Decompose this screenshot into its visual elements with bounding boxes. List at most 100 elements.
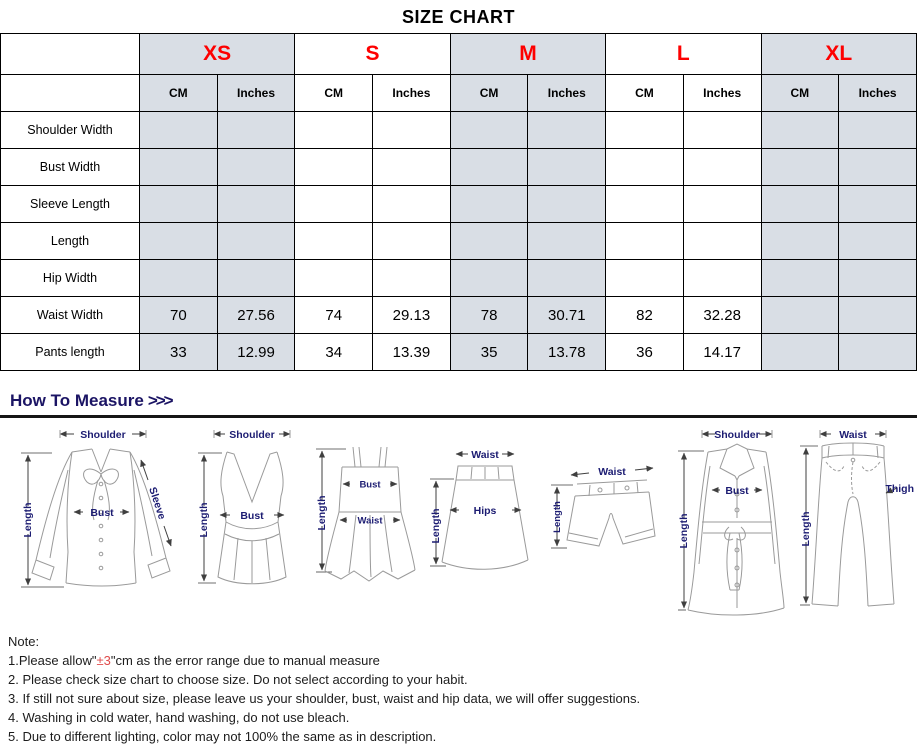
value-cell xyxy=(216,185,296,223)
size-header-xl: XL xyxy=(760,33,917,75)
unit-cell: CM xyxy=(294,74,374,112)
value-cell xyxy=(760,111,840,149)
size-chart-table: XS S M L XL CM Inches CM Inches CM Inche… xyxy=(0,33,917,371)
row-label-cell: Pants length xyxy=(0,333,140,371)
unit-cell: CM xyxy=(605,74,684,112)
value-cell: 70 xyxy=(139,296,218,334)
size-header-row: XS S M L XL xyxy=(0,33,917,75)
value-cell xyxy=(372,259,451,297)
size-header-l: L xyxy=(605,33,762,75)
blouse-shoulder-label: Shoulder xyxy=(80,429,126,441)
value-cell xyxy=(139,185,218,223)
shorts-length-label: Length xyxy=(552,501,563,533)
figure-blouse: Shoulder Length Bust Sleeve xyxy=(21,429,172,588)
value-cell xyxy=(372,222,451,260)
value-cell xyxy=(449,222,529,260)
value-cell xyxy=(527,259,607,297)
table-row: Length xyxy=(0,222,917,260)
value-cell xyxy=(682,185,762,223)
value-cell xyxy=(216,259,296,297)
value-cell xyxy=(294,148,374,186)
value-cell: 78 xyxy=(449,296,529,334)
size-header-s: S xyxy=(294,33,451,75)
value-cell xyxy=(139,148,218,186)
note-line: 1.Please allow"±3"cm as the error range … xyxy=(8,653,380,668)
figure-dress: Length Bust Waist xyxy=(316,446,416,582)
jeans-thigh-label: Thigh xyxy=(885,483,914,495)
value-cell xyxy=(139,111,218,149)
blouse-bust-label: Bust xyxy=(90,507,114,519)
value-cell xyxy=(449,148,529,186)
row-label-cell: Shoulder Width xyxy=(0,111,140,149)
value-cell xyxy=(449,259,529,297)
value-cell: 35 xyxy=(449,333,529,371)
dress-waist-label: Waist xyxy=(358,516,384,527)
note-line: 5. Due to different lighting, color may … xyxy=(8,729,437,744)
table-row: Sleeve Length xyxy=(0,185,917,223)
table-row: Hip Width xyxy=(0,259,917,297)
tolerance-value: ±3 xyxy=(96,653,111,668)
coat-shoulder-label: Shoulder xyxy=(714,429,760,441)
notes-section: Note: 1.Please allow"±3"cm as the error … xyxy=(8,632,917,746)
unit-cell: Inches xyxy=(372,74,451,112)
blouse-sleeve-label: Sleeve xyxy=(146,486,168,522)
value-cell xyxy=(838,333,917,371)
value-cell xyxy=(760,296,840,334)
value-cell: 14.17 xyxy=(682,333,762,371)
value-cell xyxy=(449,111,529,149)
value-cell xyxy=(527,185,607,223)
value-cell xyxy=(527,111,607,149)
value-cell xyxy=(760,333,840,371)
value-cell xyxy=(372,148,451,186)
skirt-waist-label: Waist xyxy=(471,449,499,461)
note-line: 2. Please check size chart to choose siz… xyxy=(8,672,468,687)
value-cell xyxy=(682,259,762,297)
coat-bust-label: Bust xyxy=(725,485,749,497)
jeans-length-label: Length xyxy=(800,512,812,547)
figure-tank-top: Shoulder Length Bust xyxy=(198,429,291,585)
skirt-length-label: Length xyxy=(430,509,442,544)
blouse-length-label: Length xyxy=(22,503,34,538)
tank-shoulder-label: Shoulder xyxy=(229,429,275,441)
value-cell xyxy=(605,148,684,186)
row-label-cell: Bust Width xyxy=(0,148,140,186)
value-cell xyxy=(838,185,917,223)
value-cell xyxy=(139,222,218,260)
value-cell: 36 xyxy=(605,333,684,371)
value-cell xyxy=(682,222,762,260)
row-label-cell: Length xyxy=(0,222,140,260)
value-cell: 27.56 xyxy=(216,296,296,334)
unit-cell: Inches xyxy=(838,74,917,112)
value-cell xyxy=(216,148,296,186)
value-cell xyxy=(605,222,684,260)
value-cell xyxy=(216,222,296,260)
value-cell xyxy=(294,111,374,149)
tank-length-label: Length xyxy=(198,503,210,538)
shorts-waist-label: Waist xyxy=(598,466,626,478)
row-label-cell: Sleeve Length xyxy=(0,185,140,223)
note-line: 4. Washing in cold water, hand washing, … xyxy=(8,710,350,725)
how-to-measure-text: How To Measure xyxy=(10,391,144,410)
how-to-measure-heading: How To Measure >>> xyxy=(10,391,917,412)
unit-cell: CM xyxy=(760,74,840,112)
value-cell: 32.28 xyxy=(682,296,762,334)
value-cell xyxy=(682,148,762,186)
value-cell: 29.13 xyxy=(372,296,451,334)
value-cell xyxy=(605,111,684,149)
table-row: Pants length 33 12.99 34 13.39 35 13.78 … xyxy=(0,333,917,371)
value-cell: 13.39 xyxy=(372,333,451,371)
value-cell: 34 xyxy=(294,333,374,371)
value-cell: 74 xyxy=(294,296,374,334)
value-cell xyxy=(838,222,917,260)
value-cell xyxy=(838,111,917,149)
page-title: SIZE CHART xyxy=(402,7,515,27)
value-cell xyxy=(760,222,840,260)
unit-cell: Inches xyxy=(527,74,607,112)
figure-shorts: Waist Length xyxy=(551,465,656,549)
value-cell xyxy=(294,222,374,260)
value-cell xyxy=(682,111,762,149)
table-row: Waist Width 70 27.56 74 29.13 78 30.71 8… xyxy=(0,296,917,334)
unit-cell: CM xyxy=(139,74,218,112)
value-cell xyxy=(838,259,917,297)
value-cell xyxy=(372,185,451,223)
